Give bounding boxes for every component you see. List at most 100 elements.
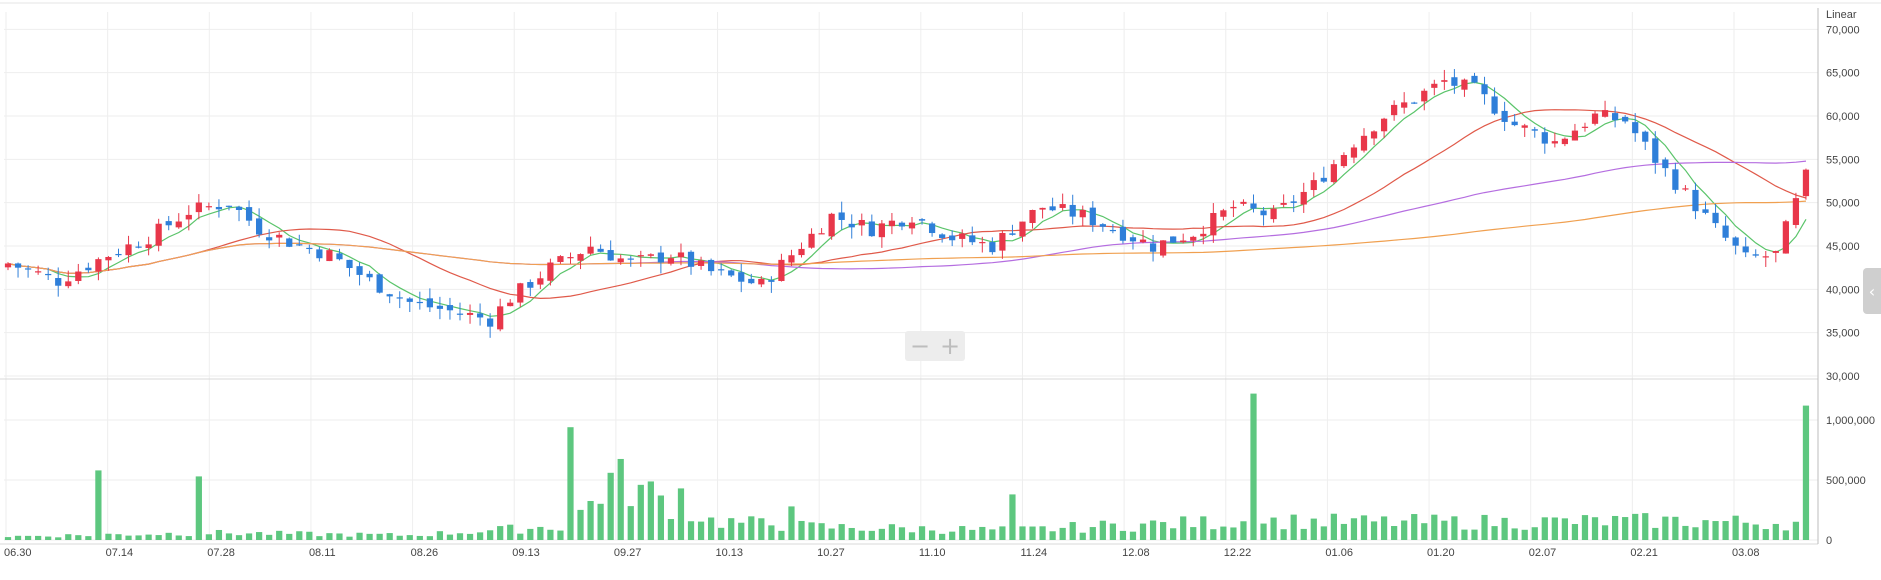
- candlestick: [969, 226, 976, 246]
- volume-bar: [1230, 527, 1237, 540]
- volume-bar: [858, 530, 865, 540]
- candle-body: [185, 214, 192, 220]
- candle-body: [356, 266, 363, 275]
- candle-body: [1782, 221, 1789, 254]
- candle-body: [1632, 122, 1639, 134]
- candlestick: [456, 302, 464, 321]
- volume-bar: [326, 533, 333, 540]
- volume-bar: [1079, 532, 1086, 540]
- candlestick: [577, 253, 584, 270]
- volume-bar: [868, 530, 875, 540]
- candle-body: [697, 260, 705, 266]
- volume-bar: [75, 535, 82, 540]
- candlestick: [1531, 126, 1538, 138]
- candlestick: [898, 221, 906, 231]
- volume-bar: [1370, 521, 1378, 540]
- scale-mode-label[interactable]: Linear: [1826, 9, 1857, 21]
- candle-body: [687, 251, 695, 267]
- volume-bar: [1350, 518, 1358, 540]
- time-tick-label: 12.08: [1122, 547, 1150, 559]
- candle-body: [476, 313, 484, 318]
- price-tick-label: 35,000: [1826, 328, 1860, 340]
- candlestick: [386, 293, 393, 304]
- time-tick-label: 08.26: [411, 547, 439, 559]
- time-tick-label: 10.13: [716, 547, 744, 559]
- candle-body: [1421, 90, 1428, 102]
- volume-bar: [65, 534, 72, 540]
- candlestick: [858, 213, 865, 236]
- candle-body: [818, 233, 825, 235]
- volume-bar: [1190, 527, 1197, 540]
- candle-body: [1129, 237, 1137, 242]
- candlestick: [607, 240, 614, 261]
- volume-bar: [306, 531, 313, 540]
- volume-bar: [999, 526, 1006, 540]
- candle-body: [567, 257, 574, 259]
- candlestick: [1350, 144, 1358, 164]
- candle-body: [396, 297, 403, 299]
- candle-body: [205, 206, 213, 208]
- volume-bar: [1762, 529, 1769, 540]
- candlestick: [75, 263, 82, 285]
- candle-body: [517, 283, 524, 303]
- candle-body: [376, 274, 383, 293]
- price-tick-label: 50,000: [1826, 198, 1860, 210]
- candlestick: [1159, 240, 1167, 258]
- volume-bar: [1461, 529, 1468, 540]
- candlestick: [707, 258, 715, 276]
- volume-bar: [1441, 520, 1448, 540]
- candlestick: [326, 248, 333, 262]
- volume-bar: [436, 531, 444, 540]
- volume-bar: [1692, 527, 1699, 540]
- candlestick: [406, 297, 413, 313]
- candle-body: [145, 244, 152, 249]
- volume-bar: [185, 536, 192, 540]
- candlestick: [1792, 192, 1800, 229]
- volume-bar: [667, 519, 675, 540]
- volume-bar: [1591, 517, 1599, 540]
- axes: 70,000 65,000 60,000 55,000 50,000 45,000 40,0…: [4, 8, 1875, 559]
- candle-body: [235, 206, 243, 210]
- volume-bar: [135, 535, 142, 540]
- candle-body: [1159, 240, 1167, 256]
- candle-body: [1310, 180, 1317, 191]
- candle-body: [1411, 102, 1418, 104]
- volume-bar: [125, 535, 132, 540]
- candle-body: [798, 248, 805, 256]
- volume-bar: [1300, 528, 1307, 540]
- candlestick: [778, 253, 785, 282]
- candle-body: [1622, 116, 1629, 122]
- price-tick-label: 30,000: [1826, 371, 1860, 383]
- volume-bar: [487, 530, 494, 540]
- volume-bar: [1159, 522, 1167, 540]
- volume-bar: [1009, 494, 1016, 540]
- candlestick: [1139, 230, 1147, 244]
- zoom-out-button[interactable]: −: [909, 332, 931, 360]
- candle-body: [1642, 131, 1649, 142]
- candlestick: [1300, 182, 1307, 213]
- volume-bar: [788, 506, 795, 540]
- volume-bar: [507, 524, 514, 540]
- volume-bar: [1451, 516, 1458, 540]
- candlestick: [135, 241, 142, 249]
- collapse-panel-button[interactable]: ‹: [1863, 268, 1881, 314]
- candle-body: [728, 270, 735, 276]
- candle-body: [778, 259, 785, 282]
- volume-bar: [1069, 522, 1076, 540]
- volume-bar: [195, 476, 202, 540]
- volume-bar: [939, 533, 946, 540]
- volume-bar: [476, 532, 484, 540]
- volume-bar: [296, 531, 303, 540]
- candlestick: [1481, 76, 1488, 105]
- candlestick: [1491, 87, 1498, 116]
- candlestick: [1280, 194, 1287, 208]
- candlestick: [306, 244, 313, 254]
- candle-body: [1481, 84, 1488, 95]
- volume-bar: [466, 533, 474, 540]
- candlestick: [1441, 69, 1448, 90]
- zoom-in-button[interactable]: +: [939, 332, 961, 360]
- candle-body: [918, 219, 926, 221]
- candlestick: [768, 276, 775, 293]
- volume-bar: [336, 533, 343, 540]
- volume-bar: [35, 535, 42, 540]
